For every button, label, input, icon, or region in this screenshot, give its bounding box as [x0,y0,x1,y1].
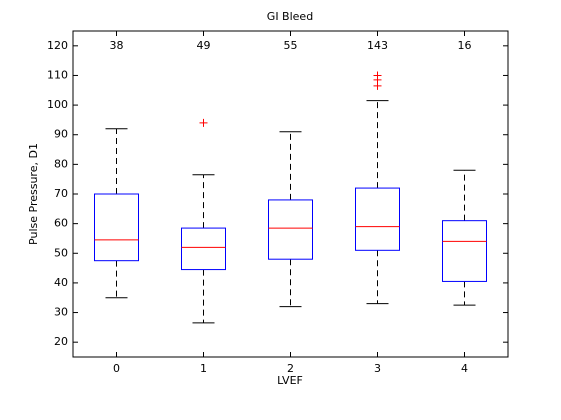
outlier [199,118,208,127]
y-tick-label: 20 [54,335,68,348]
box [181,227,226,271]
x-axis-label: LVEF [277,374,303,387]
y-tick-label: 90 [54,128,68,141]
y-tick-label: 80 [54,157,68,170]
box [268,199,313,260]
x-tick-label: 2 [287,362,294,375]
x-tick-label: 1 [200,362,207,375]
y-tick-label: 40 [54,276,68,289]
y-tick-label: 60 [54,217,68,230]
y-tick-label: 110 [47,68,68,81]
x-tick-label: 3 [374,362,381,375]
x-tick-label: 0 [113,362,120,375]
y-axis-label: Pulse Pressure, D1 [27,143,40,245]
chart-title: GI Bleed [267,10,313,23]
box [94,193,139,262]
count-label: 38 [110,39,124,52]
box [355,187,400,251]
y-tick-label: 50 [54,246,68,259]
outlier [373,71,382,80]
y-tick-label: 30 [54,306,68,319]
y-tick-label: 100 [47,98,68,111]
count-label: 49 [197,39,211,52]
count-label: 16 [458,39,472,52]
count-label: 55 [284,39,298,52]
y-tick-label: 70 [54,187,68,200]
y-tick-label: 120 [47,39,68,52]
count-label: 143 [367,39,388,52]
x-tick-label: 4 [461,362,468,375]
box [442,220,487,282]
